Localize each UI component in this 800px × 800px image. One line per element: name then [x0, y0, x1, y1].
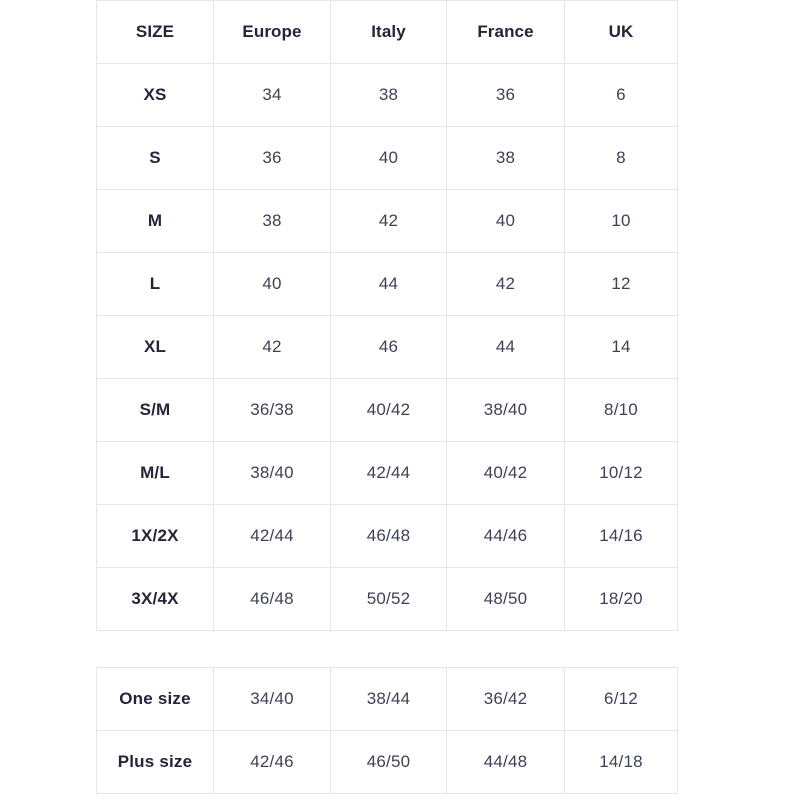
row-label: 3X/4X	[96, 567, 214, 631]
cell-italy: 44	[330, 252, 447, 316]
cell-uk: 6/12	[564, 667, 678, 731]
cell-europe: 36/38	[213, 378, 331, 442]
table-row: 3X/4X 46/48 50/52 48/50 18/20	[96, 567, 678, 631]
cell-uk: 8	[564, 126, 678, 190]
row-label: M	[96, 189, 214, 253]
cell-uk: 12	[564, 252, 678, 316]
row-label: XL	[96, 315, 214, 379]
cell-france: 40	[446, 189, 565, 253]
cell-italy: 38/44	[330, 667, 447, 731]
row-label: XS	[96, 63, 214, 127]
cell-france: 38/40	[446, 378, 565, 442]
cell-europe: 42/46	[213, 730, 331, 794]
cell-italy: 42	[330, 189, 447, 253]
cell-france: 44	[446, 315, 565, 379]
cell-france: 38	[446, 126, 565, 190]
table-row: L 40 44 42 12	[96, 252, 678, 316]
row-label: S/M	[96, 378, 214, 442]
table-row: XL 42 46 44 14	[96, 315, 678, 379]
cell-france: 44/46	[446, 504, 565, 568]
cell-france: 48/50	[446, 567, 565, 631]
cell-uk: 14	[564, 315, 678, 379]
row-label: L	[96, 252, 214, 316]
cell-uk: 18/20	[564, 567, 678, 631]
row-label: S	[96, 126, 214, 190]
cell-europe: 42	[213, 315, 331, 379]
cell-uk: 8/10	[564, 378, 678, 442]
table-row: 1X/2X 42/44 46/48 44/46 14/16	[96, 504, 678, 568]
cell-italy: 50/52	[330, 567, 447, 631]
cell-uk: 10	[564, 189, 678, 253]
row-label: M/L	[96, 441, 214, 505]
column-header-size: SIZE	[96, 0, 214, 64]
table-row: Plus size 42/46 46/50 44/48 14/18	[96, 730, 678, 794]
cell-europe: 42/44	[213, 504, 331, 568]
cell-italy: 38	[330, 63, 447, 127]
cell-france: 40/42	[446, 441, 565, 505]
cell-europe: 34/40	[213, 667, 331, 731]
cell-italy: 46/50	[330, 730, 447, 794]
table-row: M 38 42 40 10	[96, 189, 678, 253]
cell-europe: 40	[213, 252, 331, 316]
cell-europe: 34	[213, 63, 331, 127]
cell-france: 36/42	[446, 667, 565, 731]
cell-uk: 14/18	[564, 730, 678, 794]
cell-uk: 14/16	[564, 504, 678, 568]
table-row: S/M 36/38 40/42 38/40 8/10	[96, 378, 678, 442]
cell-italy: 46/48	[330, 504, 447, 568]
size-conversion-table: SIZE Europe Italy France UK XS 34 38 36 …	[96, 0, 678, 631]
row-label: One size	[96, 667, 214, 731]
column-header-europe: Europe	[213, 0, 331, 64]
cell-italy: 40	[330, 126, 447, 190]
cell-france: 44/48	[446, 730, 565, 794]
table-row: One size 34/40 38/44 36/42 6/12	[96, 667, 678, 731]
cell-europe: 38	[213, 189, 331, 253]
cell-france: 42	[446, 252, 565, 316]
table-row: M/L 38/40 42/44 40/42 10/12	[96, 441, 678, 505]
cell-italy: 42/44	[330, 441, 447, 505]
cell-italy: 46	[330, 315, 447, 379]
table-row: S 36 40 38 8	[96, 126, 678, 190]
cell-uk: 10/12	[564, 441, 678, 505]
row-label: 1X/2X	[96, 504, 214, 568]
column-header-uk: UK	[564, 0, 678, 64]
one-size-plus-size-table: One size 34/40 38/44 36/42 6/12 Plus siz…	[96, 667, 678, 794]
cell-europe: 46/48	[213, 567, 331, 631]
row-label: Plus size	[96, 730, 214, 794]
cell-italy: 40/42	[330, 378, 447, 442]
cell-europe: 38/40	[213, 441, 331, 505]
column-header-france: France	[446, 0, 565, 64]
cell-uk: 6	[564, 63, 678, 127]
table-header-row: SIZE Europe Italy France UK	[96, 0, 678, 64]
cell-europe: 36	[213, 126, 331, 190]
column-header-italy: Italy	[330, 0, 447, 64]
table-row: XS 34 38 36 6	[96, 63, 678, 127]
cell-france: 36	[446, 63, 565, 127]
